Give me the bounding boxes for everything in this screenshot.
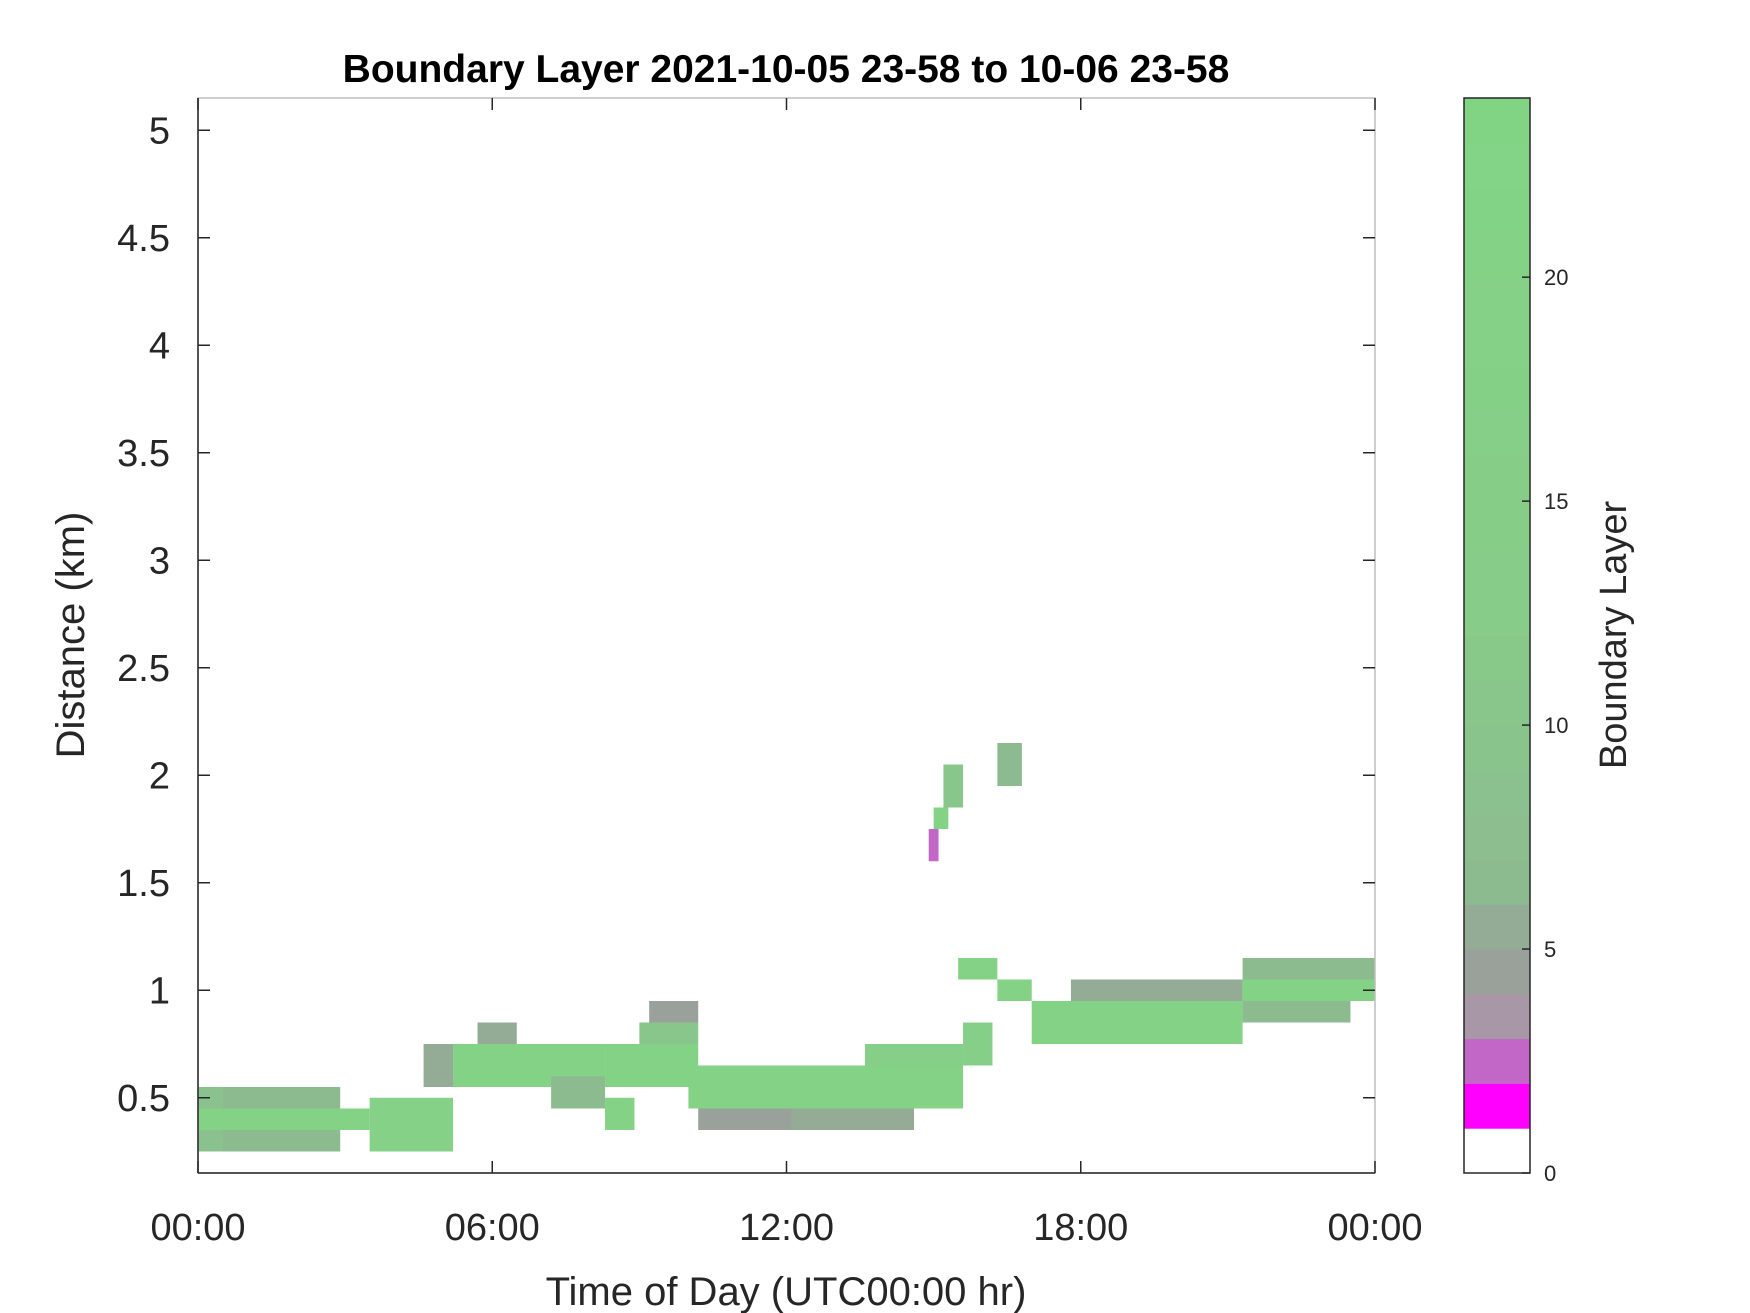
colorbar-label: Boundary Layer bbox=[1593, 501, 1635, 770]
heatmap-cell bbox=[605, 1097, 635, 1130]
colorbar-band bbox=[1464, 366, 1530, 413]
colorbar-ticks: 0 5 10 15 20 bbox=[1522, 265, 1568, 1186]
colorbar-band bbox=[1464, 232, 1530, 278]
colorbar-band bbox=[1464, 142, 1530, 189]
colorbar-band bbox=[1464, 187, 1530, 233]
y-axis-ticks: 0.5 1 1.5 2 2.5 3 3.5 4 4.5 5 bbox=[117, 110, 1375, 1120]
y-tick-label: 1.5 bbox=[117, 863, 170, 905]
colorbar-band bbox=[1464, 993, 1530, 1040]
heatmap-cell bbox=[605, 1044, 699, 1087]
colorbar-band bbox=[1464, 321, 1530, 368]
colorbar-band bbox=[1464, 904, 1530, 950]
heatmap-cell bbox=[963, 1022, 993, 1066]
colorbar-band bbox=[1464, 814, 1530, 860]
colorbar-frame bbox=[1463, 97, 1531, 1174]
x-tick-label: 18:00 bbox=[1033, 1207, 1128, 1249]
y-tick-label: 3 bbox=[149, 540, 170, 582]
heatmap-cell bbox=[997, 743, 1022, 786]
colorbar-tick-label: 20 bbox=[1544, 265, 1568, 290]
x-axis-ticks: 00:00 06:00 12:00 18:00 00:00 bbox=[150, 98, 1423, 1249]
y-tick-label: 2.5 bbox=[117, 648, 170, 690]
colorbar bbox=[1464, 98, 1530, 1174]
y-tick-label: 2 bbox=[149, 755, 170, 797]
heatmap-cell bbox=[933, 807, 949, 829]
colorbar-tick-label: 0 bbox=[1544, 1161, 1556, 1186]
heatmap-cell bbox=[1242, 958, 1375, 980]
x-tick-label: 00:00 bbox=[1327, 1207, 1422, 1249]
y-tick-label: 4 bbox=[149, 325, 170, 367]
x-axis-label: Time of Day (UTC00:00 hr) bbox=[546, 1270, 1027, 1313]
heatmap-cell bbox=[791, 1108, 915, 1130]
y-tick-label: 1 bbox=[149, 970, 170, 1012]
heatmap-cell bbox=[1242, 979, 1375, 1001]
heatmap-cell bbox=[639, 1022, 699, 1044]
colorbar-band bbox=[1464, 456, 1530, 502]
colorbar-band bbox=[1464, 859, 1530, 905]
colorbar-tick-label: 15 bbox=[1544, 489, 1568, 514]
heatmap-cell bbox=[688, 1065, 797, 1109]
heatmap-cell bbox=[198, 1108, 370, 1130]
heatmap-cell bbox=[928, 829, 939, 862]
colorbar-band bbox=[1464, 1038, 1530, 1084]
colorbar-band bbox=[1464, 725, 1530, 771]
heatmap-cell bbox=[997, 979, 1032, 1001]
colorbar-band bbox=[1464, 277, 1530, 323]
colorbar-band bbox=[1464, 590, 1530, 636]
heatmap-cell bbox=[698, 1108, 797, 1130]
heatmap-cell bbox=[1070, 979, 1243, 1001]
y-tick-label: 5 bbox=[149, 110, 170, 152]
heatmap-cell bbox=[791, 1065, 964, 1109]
heatmap-cell bbox=[649, 1001, 699, 1023]
colorbar-tick-label: 5 bbox=[1544, 937, 1556, 962]
colorbar-band bbox=[1464, 98, 1530, 144]
y-tick-label: 3.5 bbox=[117, 433, 170, 475]
colorbar-band bbox=[1464, 1083, 1530, 1129]
colorbar-band bbox=[1464, 501, 1530, 547]
colorbar-band bbox=[1464, 680, 1530, 726]
colorbar-band bbox=[1464, 1128, 1530, 1174]
colorbar-band bbox=[1464, 411, 1530, 457]
colorbar-band bbox=[1464, 949, 1530, 995]
heatmap-cell bbox=[943, 764, 964, 808]
heatmap-cell bbox=[1031, 1001, 1243, 1044]
x-tick-label: 00:00 bbox=[150, 1207, 245, 1249]
heatmap-cell bbox=[477, 1022, 517, 1044]
heatmap-cell bbox=[369, 1097, 454, 1152]
x-tick-label: 12:00 bbox=[739, 1207, 834, 1249]
colorbar-band bbox=[1464, 545, 1530, 592]
y-tick-label: 4.5 bbox=[117, 218, 170, 260]
heatmap-cell bbox=[958, 958, 998, 980]
heatmap-cell bbox=[423, 1044, 454, 1087]
chart-title: Boundary Layer 2021-10-05 23-58 to 10-06… bbox=[343, 48, 1230, 91]
y-axis-label: Distance (km) bbox=[49, 512, 93, 759]
colorbar-band bbox=[1464, 769, 1530, 816]
y-tick-label: 0.5 bbox=[117, 1078, 170, 1120]
heatmap-cell bbox=[551, 1076, 606, 1109]
heatmap-cell bbox=[1242, 1001, 1351, 1023]
x-tick-label: 06:00 bbox=[445, 1207, 540, 1249]
heatmap-cells bbox=[198, 743, 1375, 1152]
colorbar-tick-label: 10 bbox=[1544, 713, 1568, 738]
colorbar-band bbox=[1464, 635, 1530, 681]
heatmap-cell bbox=[864, 1044, 964, 1066]
